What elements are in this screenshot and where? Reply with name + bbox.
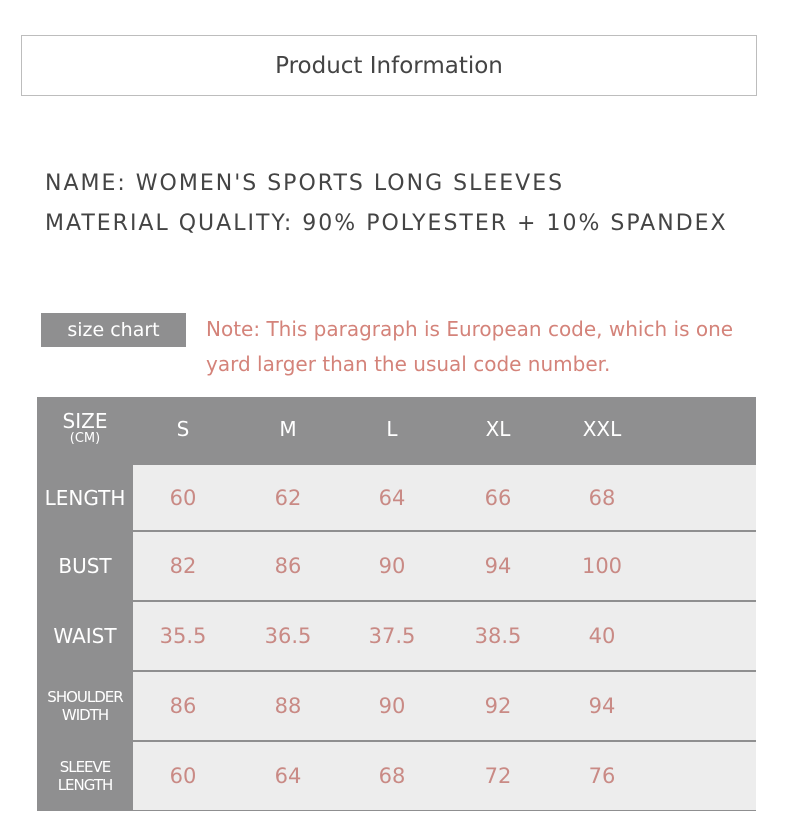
table-cell: 94: [588, 694, 616, 718]
table-cell: 68: [588, 485, 616, 510]
size-header-xxl: XXL: [582, 417, 622, 441]
table-cell: 66: [484, 485, 512, 510]
table-cell: 37.5: [368, 624, 416, 648]
size-label: SIZE: [62, 409, 108, 433]
row-label: LENGTH: [44, 485, 126, 510]
table-cell: 72: [484, 764, 512, 788]
table-row: [133, 602, 756, 670]
size-chart-badge: size chart: [41, 313, 186, 347]
row-label: BUST: [58, 554, 112, 578]
row-label: SHOULDER WIDTH: [47, 688, 123, 724]
table-cell: 64: [274, 764, 302, 788]
table-cell: 94: [484, 554, 512, 578]
table-cell: 62: [274, 485, 302, 510]
size-table: SIZE (CM) S M L XL XXL LENGTH 60 62 64 66 68 BUST 82…: [37, 397, 756, 811]
unit-label: (CM): [69, 431, 101, 446]
table-cell: 90: [378, 694, 406, 718]
table-cell: 82: [169, 554, 197, 578]
table-cell: 92: [484, 694, 512, 718]
size-corner-header: SIZE (CM): [37, 397, 133, 463]
material-quality: MATERIAL QUALITY: 90% POLYESTER + 10% SP…: [45, 211, 728, 236]
row-label: WAIST: [53, 624, 117, 648]
table-cell: 36.5: [264, 624, 312, 648]
table-cell: 35.5: [159, 624, 207, 648]
row-label: SLEEVE LENGTH: [57, 758, 114, 794]
table-cell: 64: [378, 485, 406, 510]
size-header-m: M: [279, 417, 297, 441]
table-row: [133, 465, 756, 530]
product-information-title: Product Information: [21, 35, 757, 96]
product-name: NAME: WOMEN'S SPORTS LONG SLEEVES: [45, 171, 565, 196]
table-row: [133, 672, 756, 740]
table-cell: 76: [588, 764, 616, 788]
table-cell: 60: [169, 485, 197, 510]
table-row: [133, 742, 756, 810]
table-cell: 38.5: [474, 624, 522, 648]
table-row: [133, 532, 756, 600]
table-cell: 40: [588, 624, 616, 648]
table-cell: 100: [581, 554, 623, 578]
size-header-s: S: [176, 417, 190, 441]
size-header-l: L: [386, 417, 398, 441]
size-header-xl: XL: [485, 417, 511, 441]
table-cell: 86: [274, 554, 302, 578]
table-cell: 68: [378, 764, 406, 788]
table-cell: 90: [378, 554, 406, 578]
table-cell: 86: [169, 694, 197, 718]
table-cell: 88: [274, 694, 302, 718]
size-note: Note: This paragraph is European code, w…: [206, 317, 734, 376]
table-cell: 60: [169, 764, 197, 788]
